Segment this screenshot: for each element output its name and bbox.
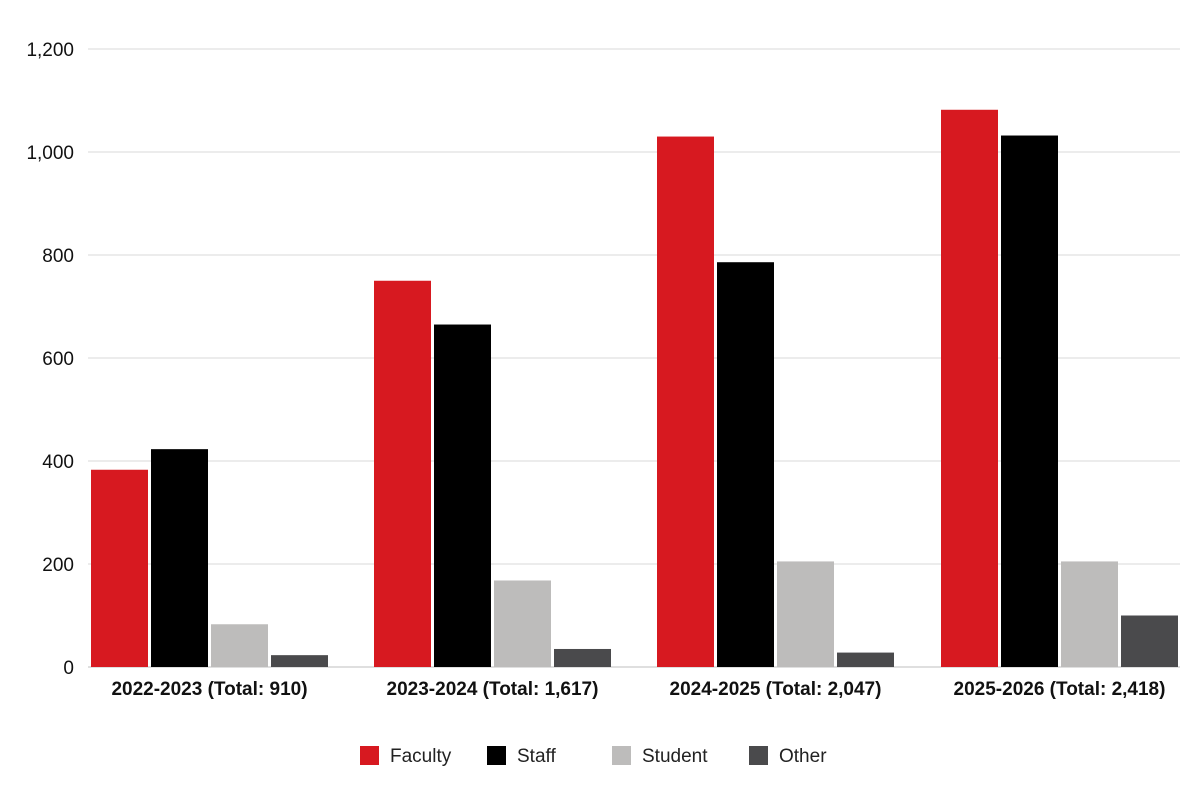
y-tick-label: 1,000: [26, 143, 74, 164]
bar-staff-4: [1001, 135, 1058, 667]
bar-other-1: [271, 655, 328, 667]
legend-label-staff: Staff: [517, 746, 556, 767]
legend-swatch-faculty: [360, 746, 379, 765]
x-category-label: 2023-2024 (Total: 1,617): [387, 679, 599, 700]
legend-label-student: Student: [642, 746, 708, 767]
bar-other-4: [1121, 615, 1178, 667]
legend-swatch-other: [749, 746, 768, 765]
y-tick-label: 400: [42, 452, 74, 473]
y-tick-label: 1,200: [26, 40, 74, 61]
bar-other-2: [554, 648, 611, 667]
bar-faculty-1: [91, 469, 148, 667]
bars: [91, 109, 1178, 668]
bar-student-4: [1061, 561, 1118, 667]
bar-staff-2: [434, 324, 491, 667]
y-tick-label: 600: [42, 349, 74, 370]
x-axis-category-labels: 2022-2023 (Total: 910) 2023-2024 (Total: …: [111, 679, 1165, 700]
bar-student-2: [494, 580, 551, 667]
x-category-label: 2024-2025 (Total: 2,047): [670, 679, 882, 700]
bar-faculty-4: [941, 109, 998, 667]
legend-label-faculty: Faculty: [390, 746, 452, 767]
bar-student-3: [777, 561, 834, 667]
legend: Faculty Staff Student Other: [360, 746, 827, 767]
bar-staff-3: [717, 262, 774, 667]
bar-faculty-2: [374, 280, 431, 667]
y-axis-ticks: 0 200 400 600 800 1,000 1,200: [26, 40, 74, 679]
gridlines: [88, 48, 1180, 668]
bar-other-3: [837, 652, 894, 667]
bar-student-1: [211, 624, 268, 667]
legend-label-other: Other: [779, 746, 827, 767]
y-tick-label: 800: [42, 246, 74, 267]
y-tick-label: 200: [42, 555, 74, 576]
legend-swatch-student: [612, 746, 631, 765]
legend-swatch-staff: [487, 746, 506, 765]
bar-faculty-3: [657, 136, 714, 668]
x-category-label: 2025-2026 (Total: 2,418): [954, 679, 1166, 700]
y-tick-label: 0: [63, 658, 74, 679]
x-category-label: 2022-2023 (Total: 910): [111, 679, 307, 700]
bar-staff-1: [151, 449, 208, 667]
